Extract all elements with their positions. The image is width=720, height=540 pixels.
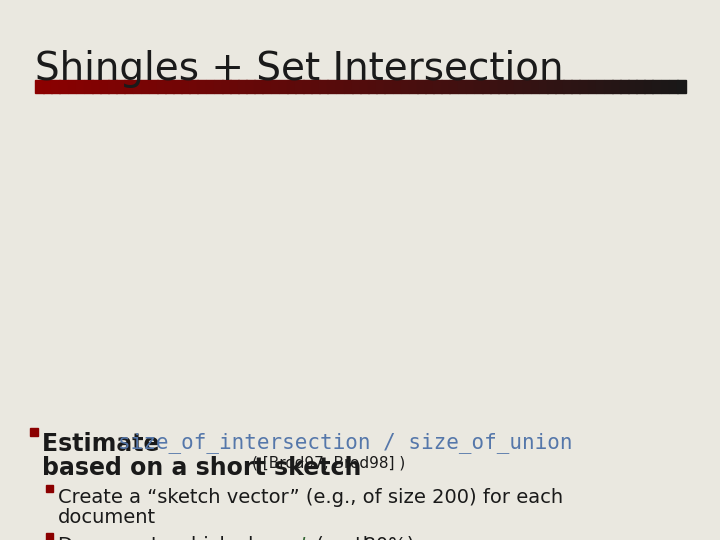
Bar — [279, 80, 287, 93]
Bar — [539, 80, 548, 93]
Bar — [652, 80, 662, 93]
Bar — [197, 80, 207, 93]
Bar — [392, 80, 401, 93]
Bar — [595, 80, 605, 93]
Bar — [377, 80, 385, 93]
Text: Create a “sketch vector” (e.g., of size 200) for each: Create a “sketch vector” (e.g., of size … — [58, 488, 563, 507]
Bar — [449, 80, 458, 93]
Bar — [669, 80, 678, 93]
Bar — [46, 485, 53, 492]
Text: document: document — [58, 508, 156, 527]
Text: size_of_intersection / size_of_union: size_of_intersection / size_of_union — [118, 432, 572, 453]
Bar — [295, 80, 304, 93]
Bar — [457, 80, 467, 93]
Bar — [68, 80, 76, 93]
Bar — [271, 80, 279, 93]
Bar — [320, 80, 328, 93]
Bar — [263, 80, 271, 93]
Bar — [214, 80, 222, 93]
Bar — [84, 80, 93, 93]
Bar — [466, 80, 474, 93]
Text: t: t — [300, 536, 307, 540]
Bar — [523, 80, 531, 93]
Bar — [149, 80, 158, 93]
Bar — [189, 80, 198, 93]
Bar — [125, 80, 133, 93]
Bar — [157, 80, 166, 93]
Bar — [108, 80, 117, 93]
Text: ( [Brod97, Brod98] ): ( [Brod97, Brod98] ) — [252, 456, 405, 471]
Bar — [628, 80, 637, 93]
Bar — [644, 80, 653, 93]
Bar — [506, 80, 515, 93]
Bar — [555, 80, 564, 93]
Bar — [514, 80, 523, 93]
Bar — [222, 80, 230, 93]
Text: Shingles + Set Intersection: Shingles + Set Intersection — [35, 50, 564, 88]
Text: based on a short sketch: based on a short sketch — [42, 456, 369, 480]
Bar — [165, 80, 174, 93]
Bar — [59, 80, 68, 93]
Bar — [604, 80, 613, 93]
Bar — [368, 80, 377, 93]
Bar — [677, 80, 685, 93]
Bar — [384, 80, 393, 93]
Bar — [173, 80, 182, 93]
Bar — [360, 80, 369, 93]
Text: (say 80%): (say 80%) — [310, 536, 415, 540]
Bar — [43, 80, 52, 93]
Bar — [636, 80, 645, 93]
Bar — [474, 80, 482, 93]
Bar — [571, 80, 580, 93]
Bar — [441, 80, 450, 93]
Text: Documents which share more than: Documents which share more than — [58, 536, 405, 540]
Bar — [612, 80, 621, 93]
Bar — [490, 80, 499, 93]
Bar — [311, 80, 320, 93]
Bar — [254, 80, 264, 93]
Bar — [51, 80, 60, 93]
Bar — [336, 80, 344, 93]
Bar — [238, 80, 247, 93]
Bar — [352, 80, 361, 93]
Text: Estimate: Estimate — [42, 432, 168, 456]
Bar — [76, 80, 84, 93]
Bar — [328, 80, 336, 93]
Bar — [425, 80, 434, 93]
Bar — [46, 533, 53, 540]
Bar — [206, 80, 215, 93]
Bar — [417, 80, 426, 93]
Bar — [100, 80, 109, 93]
Bar — [303, 80, 312, 93]
Bar — [588, 80, 596, 93]
Bar — [433, 80, 442, 93]
Bar — [140, 80, 150, 93]
Bar — [661, 80, 670, 93]
Bar — [92, 80, 101, 93]
Bar — [181, 80, 190, 93]
Bar — [409, 80, 418, 93]
Bar — [30, 428, 38, 436]
Bar — [132, 80, 141, 93]
Bar — [35, 80, 44, 93]
Bar — [246, 80, 255, 93]
Bar — [498, 80, 507, 93]
Bar — [343, 80, 353, 93]
Bar — [531, 80, 539, 93]
Bar — [400, 80, 410, 93]
Bar — [580, 80, 588, 93]
Bar — [547, 80, 556, 93]
Bar — [482, 80, 491, 93]
Bar — [563, 80, 572, 93]
Bar — [287, 80, 296, 93]
Bar — [620, 80, 629, 93]
Bar — [116, 80, 125, 93]
Bar — [230, 80, 239, 93]
